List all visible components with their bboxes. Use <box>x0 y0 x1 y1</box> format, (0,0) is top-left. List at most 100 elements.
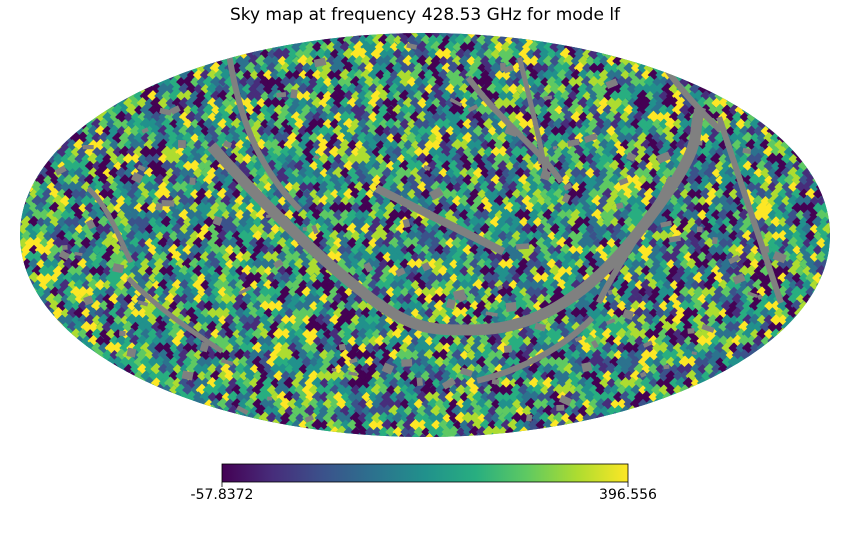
map-pixel <box>221 209 232 221</box>
map-pixel <box>339 167 352 179</box>
map-pixel <box>753 182 764 192</box>
map-pixel <box>612 83 625 95</box>
map-pixel <box>752 208 765 222</box>
map-pixel <box>573 173 587 187</box>
map-pixel <box>403 167 414 179</box>
map-pixel <box>281 203 291 213</box>
map-pixel <box>715 175 725 185</box>
map-pixel <box>721 202 733 214</box>
map-pixel <box>494 41 505 53</box>
map-pixel <box>350 132 362 144</box>
map-pixel <box>178 82 191 96</box>
map-pixel <box>584 124 597 138</box>
map-pixel <box>87 139 100 151</box>
map-pixel <box>202 117 216 131</box>
map-pixel <box>353 111 366 123</box>
map-pixel <box>536 84 547 94</box>
map-pixel <box>326 84 337 94</box>
map-pixel <box>514 111 527 123</box>
map-pixel <box>647 54 660 68</box>
map-pixel <box>185 124 198 138</box>
map-pixel <box>238 90 250 102</box>
map-pixel <box>286 103 300 117</box>
map-pixel <box>389 182 400 192</box>
map-pixel <box>497 160 509 172</box>
map-pixel <box>297 195 310 207</box>
map-pixel <box>568 203 578 213</box>
map-pixel <box>270 56 281 66</box>
map-pixel <box>423 181 436 193</box>
map-pixel <box>820 175 830 185</box>
map-pixel <box>581 104 593 116</box>
map-pixel <box>105 146 117 158</box>
map-pixel <box>91 356 103 368</box>
map-pixel <box>689 68 702 82</box>
map-pixel <box>672 62 684 74</box>
map-pixel <box>337 77 347 87</box>
map-pixel <box>81 126 92 136</box>
map-pixel <box>347 111 358 123</box>
map-pixel <box>20 285 34 299</box>
map-pixel <box>361 168 372 178</box>
map-pixel <box>699 103 713 117</box>
map-pixel <box>77 174 89 186</box>
map-pixel <box>346 153 359 165</box>
map-pixel <box>546 216 558 228</box>
map-pixel <box>532 160 544 172</box>
map-pixel <box>815 166 828 180</box>
map-pixel <box>346 124 359 138</box>
map-pixel <box>202 61 216 75</box>
map-pixel <box>294 146 306 158</box>
map-pixel <box>375 83 386 95</box>
map-pixel <box>372 133 382 143</box>
map-pixel <box>295 91 305 101</box>
map-pixel <box>459 41 470 53</box>
map-pixel <box>395 110 408 124</box>
map-pixel <box>364 76 376 88</box>
map-pixel <box>309 49 319 59</box>
map-pixel <box>160 145 174 159</box>
map-pixel <box>182 118 194 130</box>
map-pixel <box>452 168 463 178</box>
map-pixel <box>767 111 778 123</box>
map-pixel <box>560 76 572 88</box>
map-pixel <box>399 34 411 46</box>
map-pixel <box>829 251 830 263</box>
map-pixel <box>360 194 373 208</box>
map-pixel <box>592 111 603 123</box>
map-pixel <box>829 209 830 221</box>
map-pixel <box>692 89 706 103</box>
map-pixel <box>265 187 279 201</box>
map-pixel <box>266 34 278 46</box>
map-pixel <box>186 168 197 178</box>
map-pixel <box>97 159 111 173</box>
map-pixel <box>585 56 596 66</box>
map-pixel <box>508 70 519 80</box>
map-pixel <box>553 132 565 144</box>
map-pixel <box>770 160 782 172</box>
map-pixel <box>102 195 113 207</box>
map-pixel <box>536 112 547 122</box>
map-pixel <box>392 132 404 144</box>
map-pixel <box>539 118 551 130</box>
map-pixel <box>504 76 516 88</box>
map-pixel <box>357 216 369 228</box>
map-pixel <box>385 160 397 172</box>
map-pixel <box>571 126 582 136</box>
map-pixel <box>91 216 103 228</box>
map-pixel <box>305 97 316 109</box>
map-pixel <box>192 124 205 138</box>
map-pixel <box>532 62 544 74</box>
map-pixel <box>504 216 516 228</box>
map-pixel <box>560 90 572 102</box>
map-pixel <box>392 174 404 186</box>
map-pixel <box>363 215 377 229</box>
map-pixel <box>553 146 565 158</box>
map-pixel <box>609 118 621 130</box>
map-pixel <box>354 140 365 150</box>
map-pixel <box>809 209 820 221</box>
map-pixel <box>633 167 646 179</box>
map-pixel <box>577 124 590 138</box>
map-pixel <box>630 48 642 60</box>
map-pixel <box>28 300 40 312</box>
